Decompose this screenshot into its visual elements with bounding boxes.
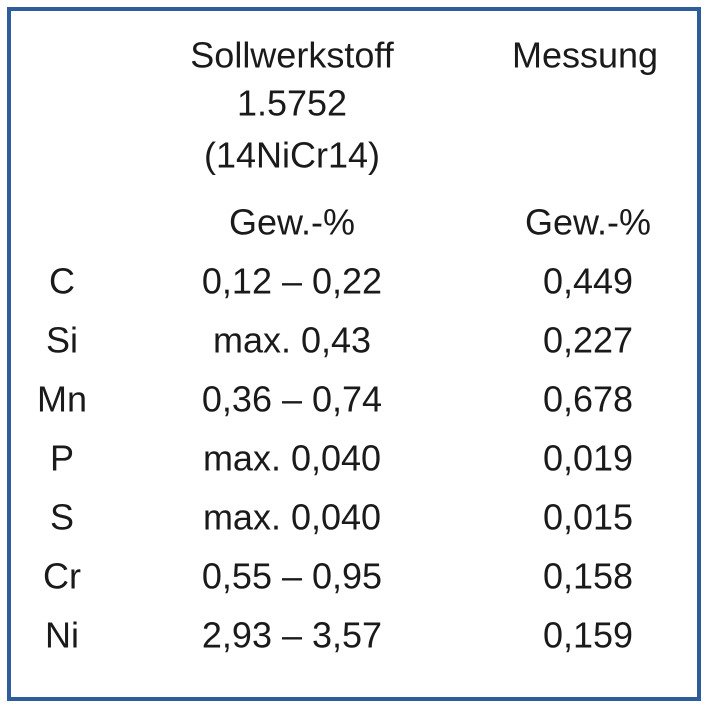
element-cell: Si <box>46 320 78 361</box>
target-cell: 0,55 – 0,95 <box>202 556 382 597</box>
element-cell: Cr <box>43 556 81 597</box>
target-cell: max. 0,040 <box>203 497 381 538</box>
unit-label: Gew.-% <box>525 202 651 243</box>
measured-cell: 0,158 <box>543 556 633 597</box>
measured-cell: 0,019 <box>543 438 633 479</box>
target-cell: 0,36 – 0,74 <box>202 379 382 420</box>
element-cell: Mn <box>37 379 87 420</box>
element-cell: Ni <box>45 615 79 656</box>
target-cell: 0,12 – 0,22 <box>202 261 382 302</box>
element-cell: P <box>50 438 74 479</box>
element-cell: S <box>50 497 74 538</box>
measured-cell: 0,015 <box>543 497 633 538</box>
target-cell: 2,93 – 3,57 <box>202 615 382 656</box>
measured-cell: 0,159 <box>543 615 633 656</box>
target-cell: max. 0,43 <box>213 320 371 361</box>
measured-cell: 0,449 <box>543 261 633 302</box>
header-line: 1.5752 <box>237 83 347 124</box>
header-title: Messung <box>512 35 658 76</box>
element-cell: C <box>49 261 75 302</box>
header-line: (14NiCr14) <box>204 135 380 176</box>
measured-cell: 0,678 <box>543 379 633 420</box>
unit-label: Gew.-% <box>229 202 355 243</box>
measured-cell: 0,227 <box>543 320 633 361</box>
table-border <box>7 7 701 701</box>
target-cell: max. 0,040 <box>203 438 381 479</box>
header-line: Sollwerkstoff <box>190 35 394 76</box>
